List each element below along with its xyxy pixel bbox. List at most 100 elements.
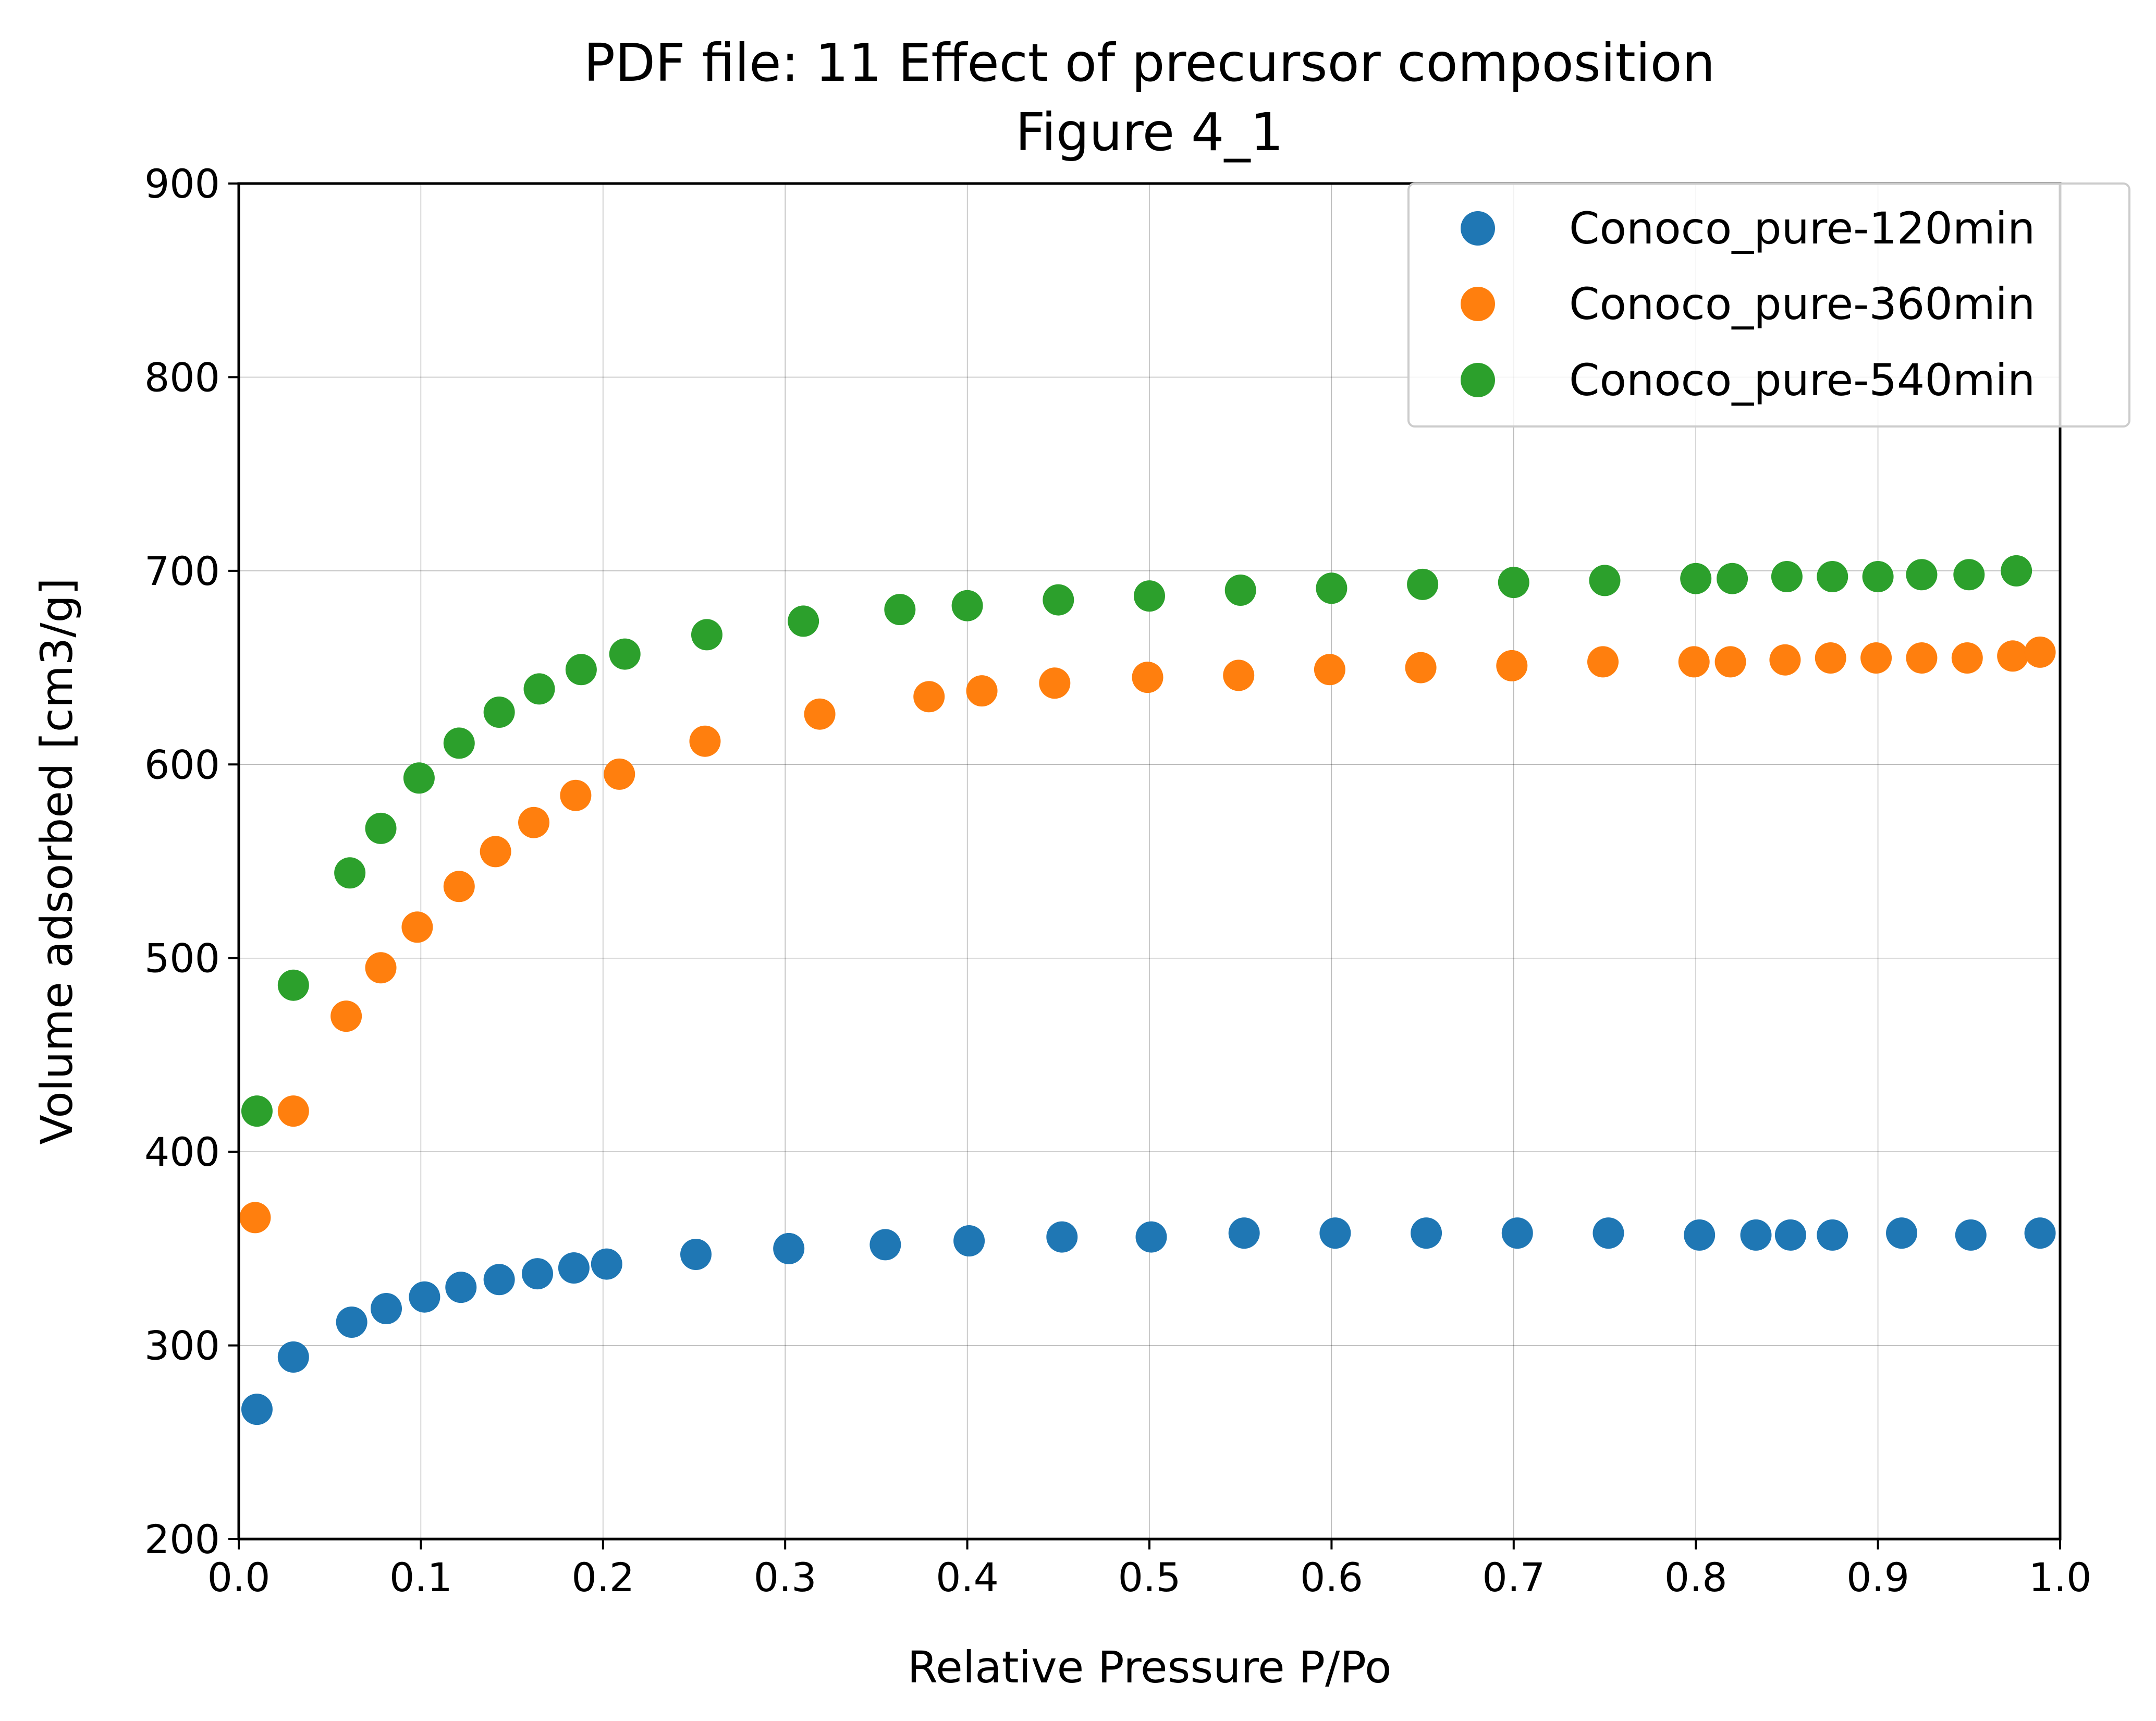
data-point-series-0 [1774, 1219, 1806, 1251]
data-point-series-1 [1906, 642, 1938, 674]
legend-marker-540min [1461, 363, 1495, 397]
data-point-series-0 [241, 1394, 273, 1425]
y-axis-label: Volume adsorbed [cm3/g] [31, 578, 82, 1144]
data-point-series-1 [1815, 642, 1846, 674]
data-point-series-1 [518, 807, 550, 838]
data-point-series-2 [1224, 575, 1256, 606]
x-tick-label: 0.3 [754, 1554, 817, 1601]
legend-marker-360min [1461, 287, 1495, 321]
data-point-series-1 [1223, 660, 1255, 691]
x-tick-label: 0.8 [1664, 1554, 1728, 1601]
chart-title: PDF file: 11 Effect of precursor composi… [584, 32, 1715, 93]
data-point-series-0 [445, 1272, 477, 1303]
chart-subtitle: Figure 4_1 [1015, 102, 1283, 163]
data-point-series-2 [365, 812, 397, 844]
data-point-series-0 [1684, 1219, 1716, 1251]
legend-marker-120min [1461, 211, 1495, 246]
y-tick-label: 800 [144, 354, 220, 400]
data-point-series-1 [1132, 662, 1163, 693]
data-point-series-2 [1953, 559, 1985, 591]
data-point-series-1 [1860, 642, 1892, 674]
data-point-series-0 [2024, 1217, 2056, 1249]
data-point-series-0 [371, 1293, 402, 1324]
data-point-series-1 [2024, 636, 2056, 668]
data-point-series-0 [1411, 1217, 1442, 1249]
data-points [239, 555, 2056, 1425]
data-point-series-2 [691, 619, 722, 651]
data-point-series-1 [1714, 646, 1746, 678]
x-tick-label: 1.0 [2029, 1554, 2092, 1601]
data-point-series-2 [443, 727, 475, 759]
data-point-series-2 [483, 697, 515, 728]
data-point-series-2 [523, 673, 555, 705]
data-point-series-0 [680, 1239, 712, 1270]
y-tick-label: 900 [144, 161, 220, 207]
data-point-series-1 [1997, 640, 2029, 672]
data-point-series-1 [330, 1000, 362, 1032]
data-point-series-2 [1043, 584, 1074, 616]
x-tick-label: 0.4 [936, 1554, 999, 1601]
data-point-series-1 [277, 1095, 309, 1127]
data-point-series-0 [277, 1341, 309, 1373]
data-point-series-2 [1717, 563, 1748, 594]
data-point-series-1 [560, 779, 592, 811]
data-point-series-1 [604, 758, 635, 790]
data-point-series-0 [1886, 1217, 1918, 1249]
data-point-series-0 [591, 1248, 622, 1280]
x-tick-label: 0.5 [1118, 1554, 1181, 1601]
data-point-series-2 [241, 1095, 273, 1127]
data-point-series-2 [1862, 561, 1894, 592]
y-tick-label: 700 [144, 548, 220, 594]
data-point-series-1 [443, 871, 475, 902]
data-point-series-2 [277, 969, 309, 1001]
data-point-series-1 [1496, 650, 1528, 681]
legend: Conoco_pure-120min Conoco_pure-360min Co… [1407, 182, 2130, 428]
data-point-series-0 [1955, 1219, 1987, 1251]
data-point-series-2 [951, 590, 983, 621]
data-point-series-2 [1906, 559, 1938, 591]
data-point-series-1 [1769, 644, 1801, 676]
data-point-series-0 [409, 1281, 440, 1313]
data-point-series-0 [1135, 1221, 1167, 1253]
data-point-series-1 [1587, 646, 1619, 678]
legend-box [1407, 182, 2130, 428]
data-point-series-2 [1771, 561, 1803, 592]
data-point-series-2 [1407, 568, 1439, 600]
data-point-series-1 [1039, 667, 1071, 699]
legend-label-360min: Conoco_pure-360min [1569, 278, 2035, 329]
y-tick-label: 600 [144, 741, 220, 788]
legend-label-120min: Conoco_pure-120min [1569, 203, 2035, 254]
data-point-series-1 [480, 836, 511, 868]
data-point-series-2 [1316, 572, 1348, 604]
data-point-series-0 [1592, 1217, 1624, 1249]
data-point-series-2 [2001, 555, 2032, 587]
data-point-series-2 [1134, 580, 1165, 612]
data-point-series-1 [966, 675, 998, 707]
y-tick-label: 500 [144, 935, 220, 982]
data-point-series-1 [1678, 646, 1710, 678]
data-point-series-1 [239, 1202, 271, 1234]
data-point-series-2 [788, 605, 819, 637]
data-point-series-0 [558, 1252, 590, 1284]
data-point-series-0 [773, 1232, 805, 1264]
data-point-series-0 [1228, 1217, 1260, 1249]
y-tick-label: 300 [144, 1323, 220, 1369]
data-point-series-0 [336, 1307, 368, 1338]
data-point-series-2 [1680, 563, 1712, 594]
y-tick-label: 200 [144, 1516, 220, 1563]
data-point-series-2 [609, 638, 641, 670]
data-point-series-0 [1817, 1219, 1848, 1251]
data-point-series-0 [1319, 1217, 1351, 1249]
data-point-series-0 [1501, 1217, 1533, 1249]
data-point-series-0 [869, 1229, 901, 1261]
data-point-series-0 [483, 1264, 515, 1296]
data-point-series-2 [1498, 567, 1529, 599]
data-point-series-0 [1740, 1219, 1772, 1251]
data-point-series-1 [365, 952, 397, 984]
data-point-series-0 [522, 1258, 554, 1290]
axis-ticks: 0.0 0.1 0.2 0.3 0.4 0.5 0.6 0.7 0.8 0.9 1.0 200 300 4… [144, 161, 2092, 1601]
x-tick-label: 0.1 [389, 1554, 452, 1601]
x-tick-label: 0.2 [571, 1554, 634, 1601]
data-point-series-1 [1951, 642, 1983, 674]
